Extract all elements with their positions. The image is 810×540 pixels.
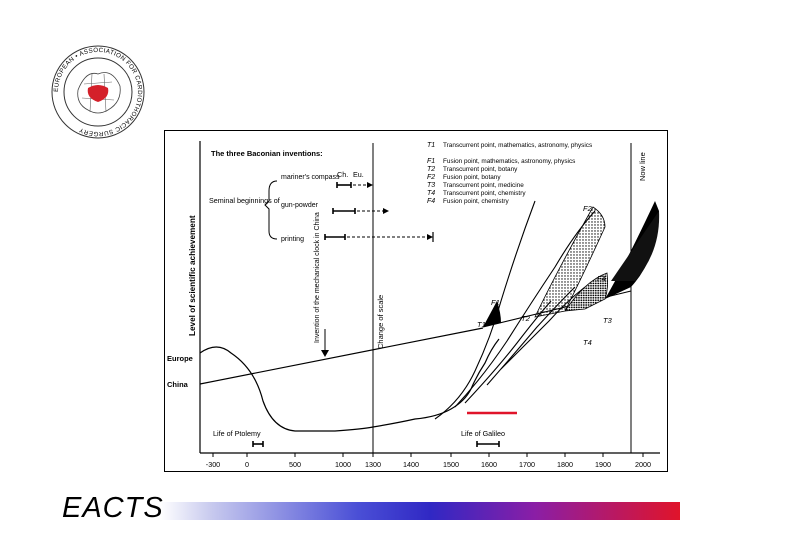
legend-text-f4: Fusion point, chemistry — [443, 198, 510, 205]
eacts-logo: EUROPEAN • ASSOCIATION FOR CARDIOTHORACI… — [48, 42, 148, 142]
x-tick-label: 1700 — [519, 460, 535, 469]
seminal-label: Seminal beginnings of — [209, 196, 280, 205]
x-tick-label: 1800 — [557, 460, 573, 469]
y-axis-label: Level of scientific achievement — [188, 215, 197, 336]
clock-note: Invention of the mechanical clock in Chi… — [314, 212, 329, 357]
region-now-2 — [611, 211, 660, 281]
legend-text-t4: Transcurrent point, chemistry — [443, 190, 526, 197]
legend-symbol-f1: F1 — [427, 158, 435, 165]
region-f1 — [483, 301, 501, 327]
europe-label: Europe — [167, 354, 193, 363]
galileo-label: Life of Galileo — [461, 429, 505, 438]
legend-text-f2: Fusion point, botany — [443, 174, 501, 181]
invention-compass: mariner's compass — [281, 174, 340, 181]
china-label: China — [167, 380, 189, 389]
china-curve — [199, 338, 500, 432]
label-f4: F4 — [597, 274, 606, 283]
baconian-title: The three Baconian inventions: — [211, 149, 323, 158]
label-t2: T2 — [521, 314, 531, 323]
region-now — [605, 201, 659, 299]
label-t1: T1 — [477, 320, 486, 329]
col-ch: Ch. — [337, 170, 348, 179]
legend-symbol-f4: F4 — [427, 198, 435, 205]
legend-symbol-t3: T3 — [427, 182, 435, 189]
region-f2 — [534, 206, 606, 318]
legend-symbol-f2: F2 — [427, 174, 435, 181]
invention-dashed — [347, 184, 427, 238]
invention-printing: printing — [281, 236, 304, 243]
x-tick-label: 1000 — [335, 460, 351, 469]
label-t3: T3 — [603, 316, 613, 325]
invention-arrows — [367, 182, 433, 240]
label-f1: F1 — [491, 298, 500, 307]
label-f2: F2 — [583, 204, 593, 213]
ptolemy-label: Life of Ptolemy — [213, 429, 261, 438]
now-line-label: Now line — [638, 152, 647, 181]
footer-gradient-bar — [160, 502, 680, 520]
clock-note-text: Invention of the mechanical clock in Chi… — [314, 212, 321, 343]
change-of-scale-label: Change of scale — [376, 295, 385, 349]
legend-text-t2: Transcurrent point, botany — [443, 166, 518, 173]
scientific-achievement-figure: Level of scientific achievement Change o… — [164, 130, 668, 472]
col-eu: Eu. — [353, 170, 364, 179]
x-tick-label: -300 — [206, 460, 220, 469]
x-tick-label: 500 — [289, 460, 301, 469]
invention-bars — [324, 182, 356, 240]
x-tick-label: 1600 — [481, 460, 497, 469]
legend-text-f1: Fusion point, mathematics, astronomy, ph… — [443, 158, 575, 165]
x-tick-label: 1900 — [595, 460, 611, 469]
x-ticks: -300 0 500 1000 1300 1400 1500 1600 1700 1800 1900… — [206, 453, 651, 469]
clock-note-line-1: Invention of the mechanical clock in Chi… — [314, 212, 321, 343]
legend: T1 Transcurrent point, mathematics, astro… — [427, 142, 592, 205]
legend-symbol-t4: T4 — [427, 190, 435, 197]
europe-line — [199, 327, 484, 385]
x-tick-label: 1500 — [443, 460, 459, 469]
x-tick-label: 1300 — [365, 460, 381, 469]
x-tick-label: 2000 — [635, 460, 651, 469]
label-t4: T4 — [583, 338, 592, 347]
ptolemy-bar — [252, 441, 264, 447]
invention-gunpowder: gun-powder — [281, 202, 319, 209]
galileo-bar — [476, 441, 500, 447]
x-tick-label: 0 — [245, 460, 249, 469]
x-tick-label: 1400 — [403, 460, 419, 469]
region-f4 — [564, 272, 609, 312]
legend-symbol-t1: T1 — [427, 142, 435, 149]
legend-symbol-t2: T2 — [427, 166, 435, 173]
legend-text-t1: Transcurrent point, mathematics, astrono… — [443, 142, 592, 149]
legend-text-t3: Transcurrent point, medicine — [443, 182, 524, 189]
footer-brand: EACTS — [62, 492, 164, 524]
